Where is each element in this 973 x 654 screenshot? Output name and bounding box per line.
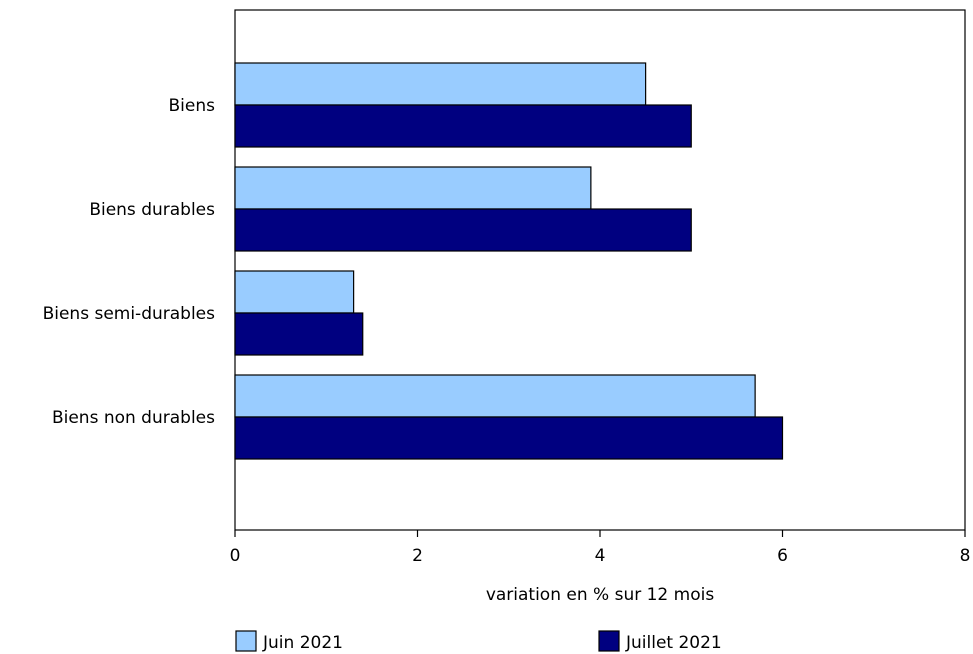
x-tick-label: 8 bbox=[960, 546, 971, 566]
x-tick-label: 2 bbox=[412, 546, 423, 566]
x-tick-label: 4 bbox=[595, 546, 606, 566]
bar-juin-2 bbox=[234, 270, 355, 314]
x-axis-title: variation en % sur 12 mois bbox=[486, 585, 715, 605]
bar-juillet-3 bbox=[234, 416, 784, 460]
bar-juillet-0 bbox=[234, 104, 692, 148]
category-label: Biens durables bbox=[89, 200, 215, 220]
bar-juin-0 bbox=[234, 62, 647, 106]
legend-label: Juin 2021 bbox=[262, 633, 343, 653]
bar-juillet-1 bbox=[234, 208, 692, 252]
bar-juin-3 bbox=[234, 374, 756, 418]
x-axis-ticks: 0 2 4 6 8 bbox=[230, 530, 971, 566]
x-tick-label: 6 bbox=[777, 546, 788, 566]
category-label: Biens bbox=[169, 96, 216, 116]
legend-label: Juillet 2021 bbox=[625, 633, 722, 653]
bar-juillet-2 bbox=[234, 312, 364, 356]
legend: Juin 2021 Juillet 2021 bbox=[235, 630, 722, 653]
category-label: Biens non durables bbox=[52, 408, 215, 428]
bar-juin-1 bbox=[234, 166, 592, 210]
x-tick-label: 0 bbox=[230, 546, 241, 566]
category-labels: Biens Biens durables Biens semi-durables Bi… bbox=[43, 96, 216, 428]
category-label: Biens semi-durables bbox=[43, 304, 216, 324]
bars-group bbox=[234, 62, 784, 460]
legend-swatch bbox=[598, 630, 620, 652]
legend-swatch bbox=[235, 630, 257, 652]
